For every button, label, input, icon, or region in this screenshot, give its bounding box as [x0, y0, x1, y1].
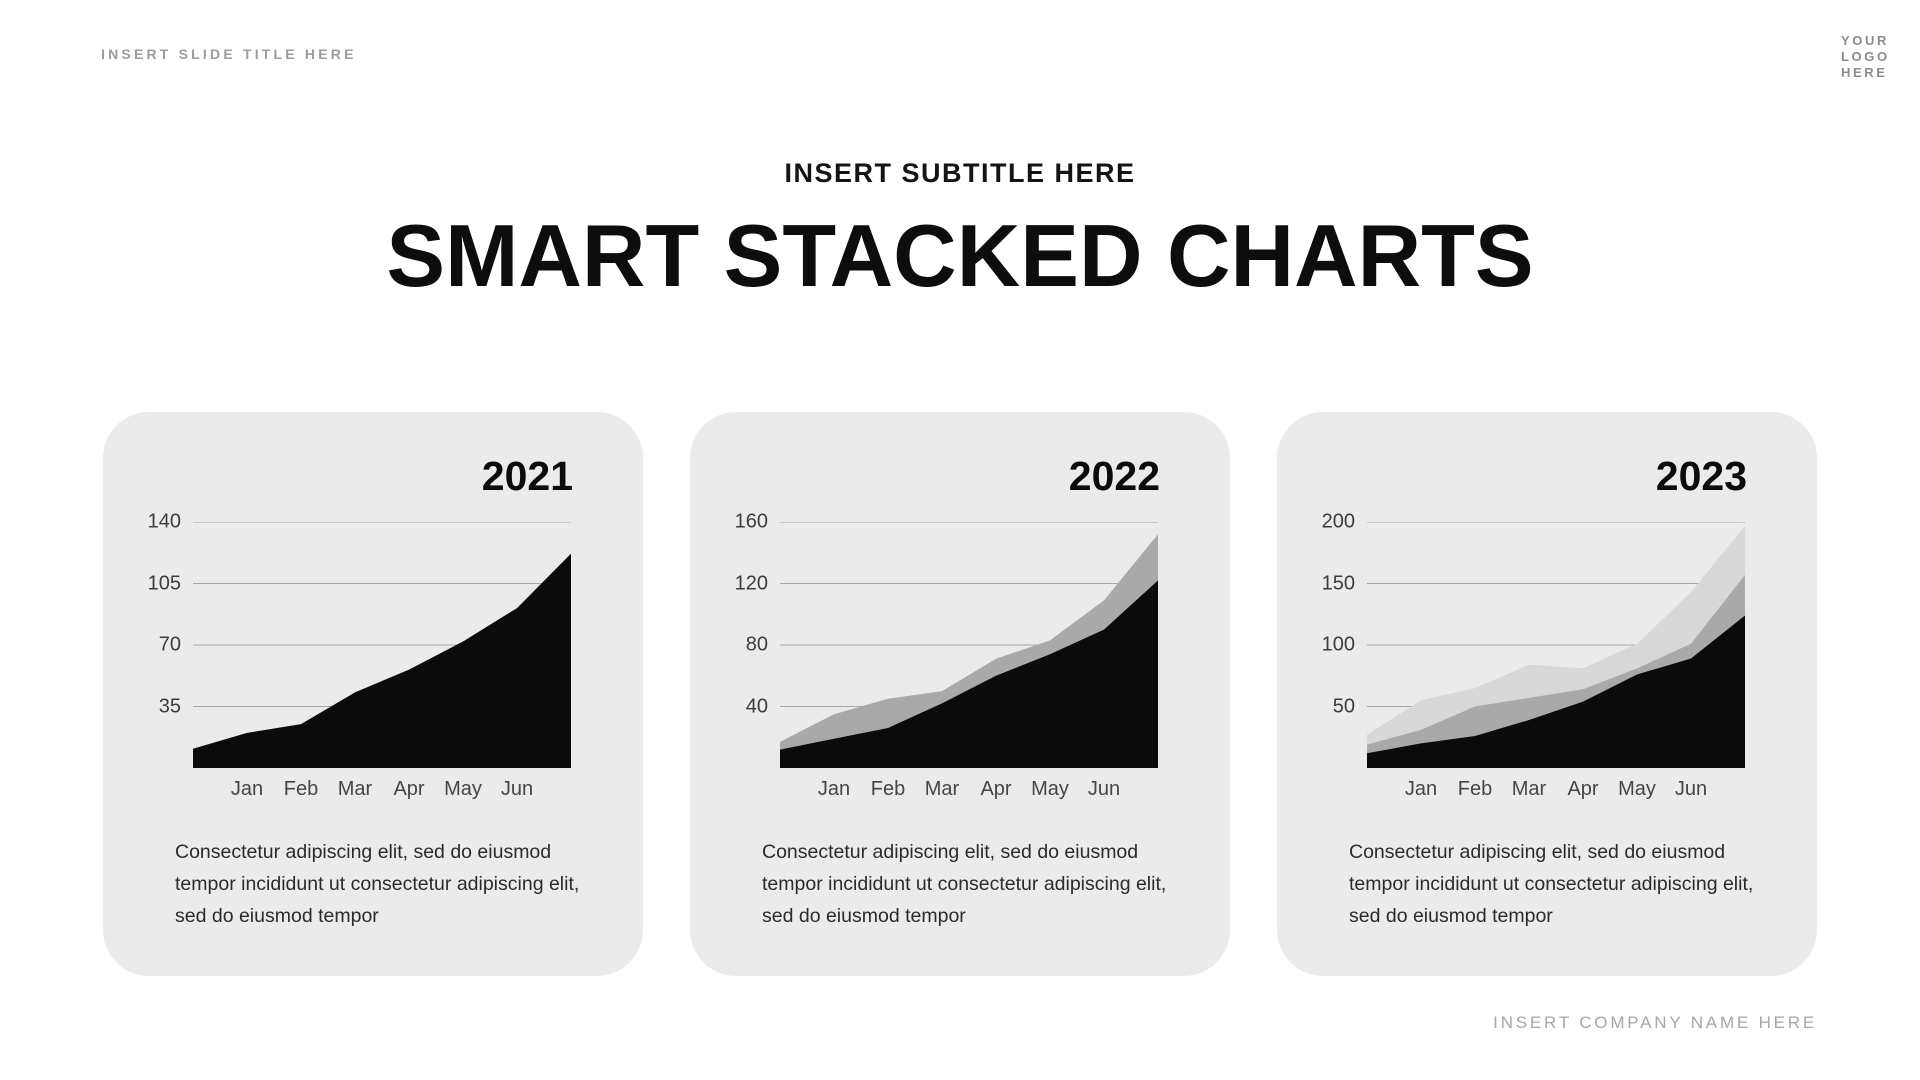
chart-year-title: 2023: [1655, 453, 1747, 499]
stacked-area-chart: [193, 522, 571, 768]
logo-line-2: LOGO: [1841, 49, 1890, 64]
x-axis-month-label: Apr: [1567, 778, 1599, 800]
x-axis-month-label: Feb: [870, 778, 906, 800]
y-axis-tick-label: 150: [1321, 572, 1355, 594]
x-axis-month-label: Apr: [980, 778, 1012, 800]
x-axis-month-label: May: [1031, 778, 1069, 800]
x-axis-month-label: Mar: [924, 778, 960, 800]
chart-description: Consectetur adipiscing elit, sed do eius…: [762, 841, 1167, 927]
x-axis-month-label: Jan: [1404, 778, 1438, 800]
y-axis-tick-label: 120: [734, 572, 768, 594]
chart-card-2021: 2021 Consectetur adipiscing elit, sed do…: [103, 412, 643, 976]
stacked-area-chart: [780, 522, 1158, 768]
slide-main-title: SMART STACKED CHARTS: [386, 206, 1534, 305]
logo-line-3: HERE: [1841, 65, 1888, 80]
slide-subtitle: INSERT SUBTITLE HERE: [784, 158, 1136, 188]
x-axis-month-label: Jun: [1674, 778, 1708, 800]
x-axis-month-label: Feb: [1457, 778, 1493, 800]
area-series-1: [1367, 615, 1745, 768]
y-axis-tick-label: 40: [745, 695, 768, 717]
logo-line-1: YOUR: [1841, 33, 1889, 48]
stacked-area-chart: [1367, 522, 1745, 768]
x-axis-month-label: Mar: [1511, 778, 1547, 800]
y-axis-tick-label: 35: [158, 695, 181, 717]
x-axis-month-label: May: [1618, 778, 1656, 800]
y-axis-tick-label: 160: [734, 510, 768, 533]
x-axis-month-label: Feb: [283, 778, 319, 800]
slide-title-placeholder: INSERT SLIDE TITLE HERE: [101, 46, 357, 62]
x-axis-month-label: Jan: [230, 778, 264, 800]
x-axis-month-label: Jun: [1087, 778, 1121, 800]
area-series-1: [780, 580, 1158, 768]
y-axis-tick-label: 100: [1321, 633, 1355, 656]
x-axis-month-label: Jan: [817, 778, 851, 800]
y-axis-tick-label: 70: [158, 633, 181, 656]
chart-year-title: 2022: [1068, 453, 1160, 499]
chart-description: Consectetur adipiscing elit, sed do eius…: [175, 841, 580, 927]
y-axis-tick-label: 80: [745, 633, 768, 656]
y-axis-tick-label: 200: [1321, 510, 1355, 533]
logo-placeholder: YOUR LOGO HERE: [1841, 33, 1903, 81]
y-axis-tick-label: 50: [1332, 695, 1355, 717]
x-axis-month-label: Jun: [500, 778, 534, 800]
area-series-1: [193, 553, 571, 768]
x-axis-month-label: Apr: [393, 778, 425, 800]
chart-card-2022: 2022 Consectetur adipiscing elit, sed do…: [690, 412, 1230, 976]
x-axis-month-label: Mar: [337, 778, 373, 800]
chart-year-title: 2021: [481, 453, 573, 499]
y-axis-tick-label: 140: [147, 510, 181, 533]
chart-card-2023: 2023 Consectetur adipiscing elit, sed do…: [1277, 412, 1817, 976]
x-axis-month-label: May: [444, 778, 482, 800]
y-axis-tick-label: 105: [147, 572, 181, 594]
chart-description: Consectetur adipiscing elit, sed do eius…: [1349, 841, 1754, 927]
company-name-placeholder: INSERT COMPANY NAME HERE: [1493, 1013, 1817, 1032]
